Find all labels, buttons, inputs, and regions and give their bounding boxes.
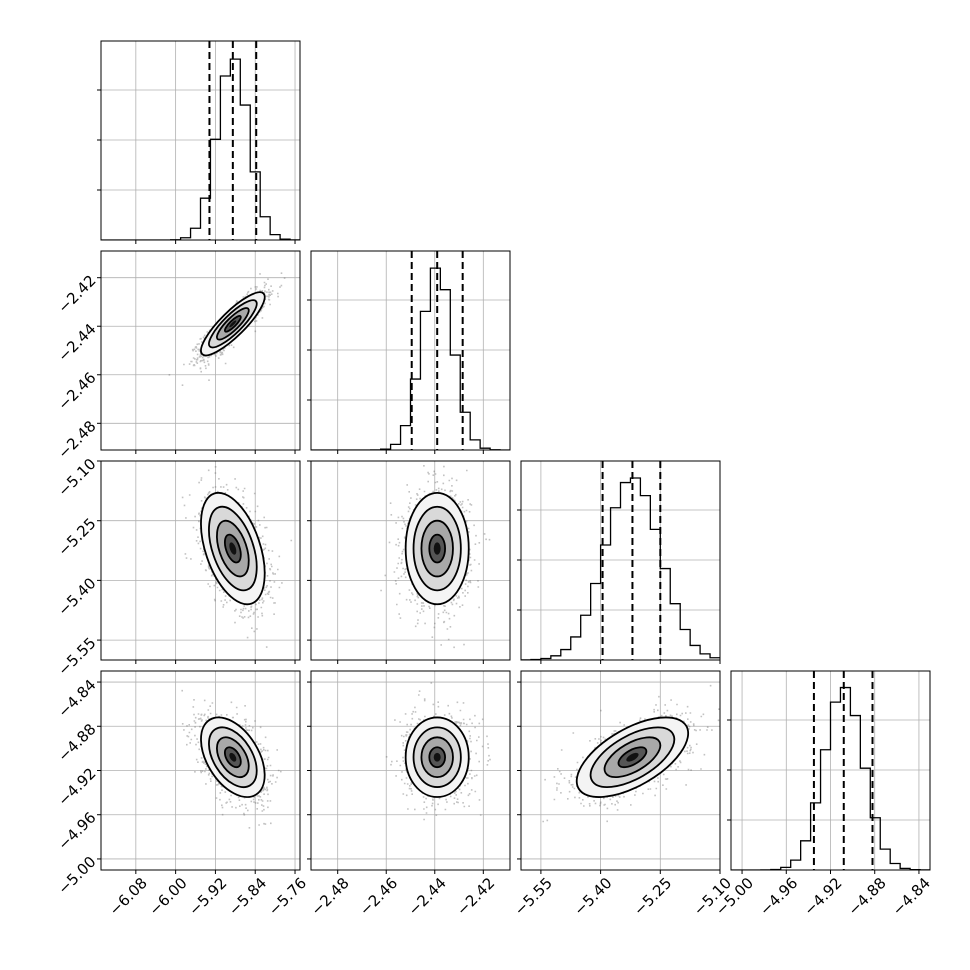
scatter-panel-3-2 [517, 670, 721, 874]
contour-3-1-1 [420, 736, 454, 779]
contour-2-1-3 [404, 491, 470, 606]
y-tick-label-3-1: −4.96 [54, 809, 99, 854]
x-tick-label-0-1: −6.00 [145, 874, 190, 919]
x-tick-label-3-4: −4.84 [889, 874, 934, 919]
density-fill-1-0-4 [229, 320, 237, 328]
contour-2-1-1 [420, 519, 454, 578]
y-tick-label-3-3: −4.88 [54, 720, 99, 765]
scatter-panel-3-1 [307, 670, 511, 874]
contour-1-0-3 [200, 291, 266, 357]
density-fill-3-0-4 [229, 752, 237, 762]
scatter-panel-3-0 [97, 670, 301, 874]
contour-3-0-0 [223, 746, 242, 769]
panel-frame-2-0 [100, 460, 301, 661]
contour-1-0-0 [223, 315, 242, 333]
y-tick-label-1-1: −2.46 [54, 369, 99, 414]
x-tick-label-1-3: −2.42 [453, 874, 498, 919]
density-fill-3-1-4 [433, 752, 441, 762]
scatter-panel-1-0 [97, 250, 301, 454]
contour-3-2-1 [603, 736, 662, 779]
contour-3-0-3 [200, 716, 266, 798]
contour-1-0-1 [216, 307, 250, 341]
histogram-line-0 [101, 58, 300, 240]
sample-points-2-1 [380, 465, 491, 649]
x-tick-label-0-2: −5.92 [185, 874, 230, 919]
y-tick-label-1-2: −2.44 [54, 320, 99, 365]
density-fill-2-0-4 [229, 542, 237, 555]
y-tick-label-2-3: −5.10 [54, 455, 99, 500]
contour-2-0-0 [223, 533, 242, 564]
x-tick-label-1-2: −2.44 [405, 874, 450, 919]
y-tick-label-3-4: −4.84 [54, 676, 99, 721]
histogram-panel-2 [517, 460, 721, 664]
sample-points-1-0 [168, 272, 286, 386]
contour-2-0-1 [216, 519, 250, 578]
contour-3-2-0 [617, 746, 648, 769]
contour-3-2-2 [589, 726, 676, 788]
contour-1-0-2 [208, 299, 258, 349]
x-tick-label-1-0: −2.48 [307, 874, 352, 919]
x-tick-label-3-1: −4.96 [756, 874, 801, 919]
y-tick-label-3-0: −5.00 [54, 853, 99, 898]
contour-3-1-2 [412, 726, 462, 788]
y-tick-label-1-0: −2.48 [54, 417, 99, 462]
contour-3-2-3 [575, 716, 690, 798]
x-tick-label-2-0: −5.55 [511, 874, 556, 919]
histogram-line-2 [521, 477, 720, 660]
y-tick-label-3-2: −4.92 [54, 764, 99, 809]
x-tick-label-2-2: −5.25 [630, 874, 675, 919]
contour-3-1-0 [428, 746, 446, 769]
contour-2-1-0 [428, 533, 446, 564]
x-tick-label-3-2: −4.92 [800, 874, 845, 919]
y-tick-label-2-2: −5.25 [54, 515, 99, 560]
sample-points-3-1 [385, 682, 491, 821]
contour-3-1-3 [404, 716, 470, 798]
x-tick-label-0-3: −5.84 [225, 874, 270, 919]
histogram-panel-1 [307, 250, 511, 454]
panel-frame-1-0 [100, 250, 301, 451]
scatter-panel-2-1 [307, 460, 511, 664]
contour-2-1-2 [412, 505, 462, 592]
panel-frame-2-1 [310, 460, 511, 661]
y-tick-label-1-3: −2.42 [54, 272, 99, 317]
scatter-panel-2-0 [97, 460, 301, 664]
contour-2-0-3 [200, 491, 266, 606]
contour-3-0-1 [216, 736, 250, 779]
y-tick-label-2-0: −5.55 [54, 634, 99, 679]
x-tick-label-3-3: −4.88 [845, 874, 890, 919]
x-tick-label-1-1: −2.46 [356, 874, 401, 919]
histogram-line-1 [311, 267, 510, 450]
x-tick-label-2-1: −5.40 [570, 874, 615, 919]
contour-2-0-2 [208, 505, 258, 592]
histogram-panel-0 [97, 40, 301, 244]
density-fill-2-1-4 [433, 542, 441, 555]
contour-3-0-2 [208, 726, 258, 788]
x-tick-label-0-0: −6.08 [106, 874, 151, 919]
y-tick-label-2-1: −5.40 [54, 574, 99, 619]
density-fill-3-2-4 [626, 752, 639, 762]
histogram-panel-3 [727, 670, 931, 874]
x-tick-label-0-4: −5.76 [265, 874, 310, 919]
